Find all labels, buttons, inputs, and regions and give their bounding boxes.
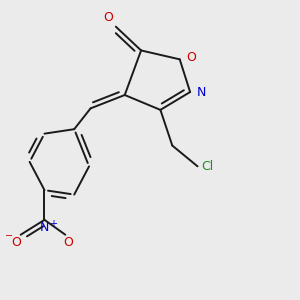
Text: O: O xyxy=(63,236,73,249)
Text: +: + xyxy=(49,219,57,229)
Text: −: − xyxy=(5,231,13,241)
Text: Cl: Cl xyxy=(201,160,213,173)
Text: O: O xyxy=(103,11,113,24)
Text: O: O xyxy=(11,236,21,249)
Text: N: N xyxy=(40,221,49,234)
Text: N: N xyxy=(197,85,206,98)
Text: O: O xyxy=(186,51,196,64)
